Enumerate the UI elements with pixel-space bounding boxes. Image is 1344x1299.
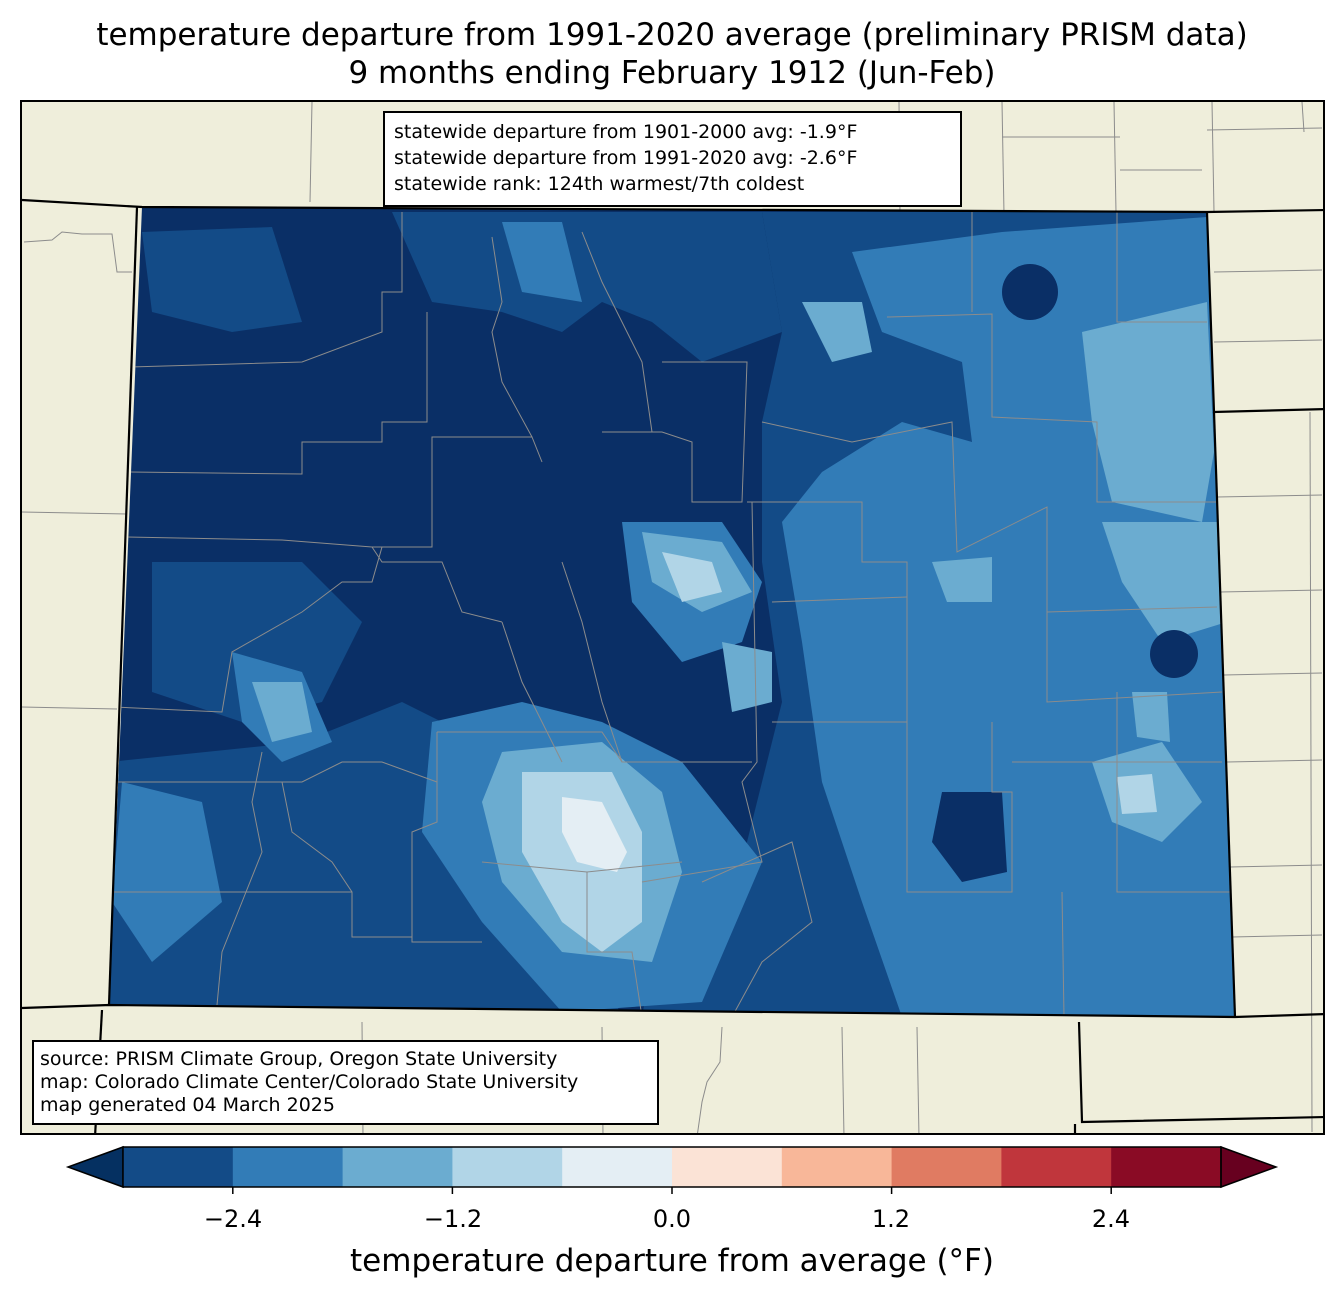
- stats-line-rank: statewide rank: 124th warmest/7th coldes…: [394, 173, 805, 195]
- colorbar-segment: [672, 1147, 783, 1187]
- colorbar: [65, 1145, 1279, 1194]
- colorbar-tick-label: 1.2: [871, 1205, 911, 1233]
- stats-line-1991-2020: statewide departure from 1991-2020 avg: …: [394, 147, 858, 169]
- colorbar-segment: [452, 1147, 563, 1187]
- statewide-stats-box: statewide departure from 1901-2000 avg: …: [383, 111, 962, 207]
- colorbar-segment: [123, 1147, 234, 1187]
- colorbar-segment: [562, 1147, 673, 1187]
- stats-line-1901-2000: statewide departure from 1901-2000 avg: …: [394, 121, 858, 143]
- colorbar-tick-label: 0.0: [652, 1205, 692, 1233]
- temperature-departure-field: [109, 207, 1235, 1017]
- colorbar-under-arrow: [65, 1145, 124, 1189]
- colorbar-segment: [891, 1147, 1002, 1187]
- colorbar-segment: [781, 1147, 893, 1187]
- colorbar-label: temperature departure from average (°F): [350, 1243, 994, 1279]
- map-title-line2: 9 months ending February 1912 (Jun-Feb): [348, 55, 996, 91]
- colorbar-tick-label: −2.4: [203, 1205, 263, 1233]
- county-lines: [112, 212, 1232, 1017]
- colorbar-segment: [232, 1147, 344, 1187]
- colorbar-tick-label: 2.4: [1091, 1205, 1131, 1233]
- map-svg: [22, 102, 1323, 1133]
- source-line-generated: map generated 04 March 2025: [40, 1094, 335, 1116]
- colorbar-over-arrow: [1220, 1145, 1279, 1189]
- colorbar-segment: [1001, 1147, 1112, 1187]
- source-line-prism: source: PRISM Climate Group, Oregon Stat…: [40, 1048, 558, 1070]
- colorbar-segment: [1111, 1147, 1222, 1187]
- colorbar-tick-label: −1.2: [423, 1205, 483, 1233]
- map-title-line1: temperature departure from 1991-2020 ave…: [96, 17, 1248, 53]
- source-line-map: map: Colorado Climate Center/Colorado St…: [40, 1071, 579, 1093]
- map-panel: [20, 100, 1325, 1135]
- source-info-box: source: PRISM Climate Group, Oregon Stat…: [32, 1040, 659, 1125]
- colorbar-segment: [342, 1147, 453, 1187]
